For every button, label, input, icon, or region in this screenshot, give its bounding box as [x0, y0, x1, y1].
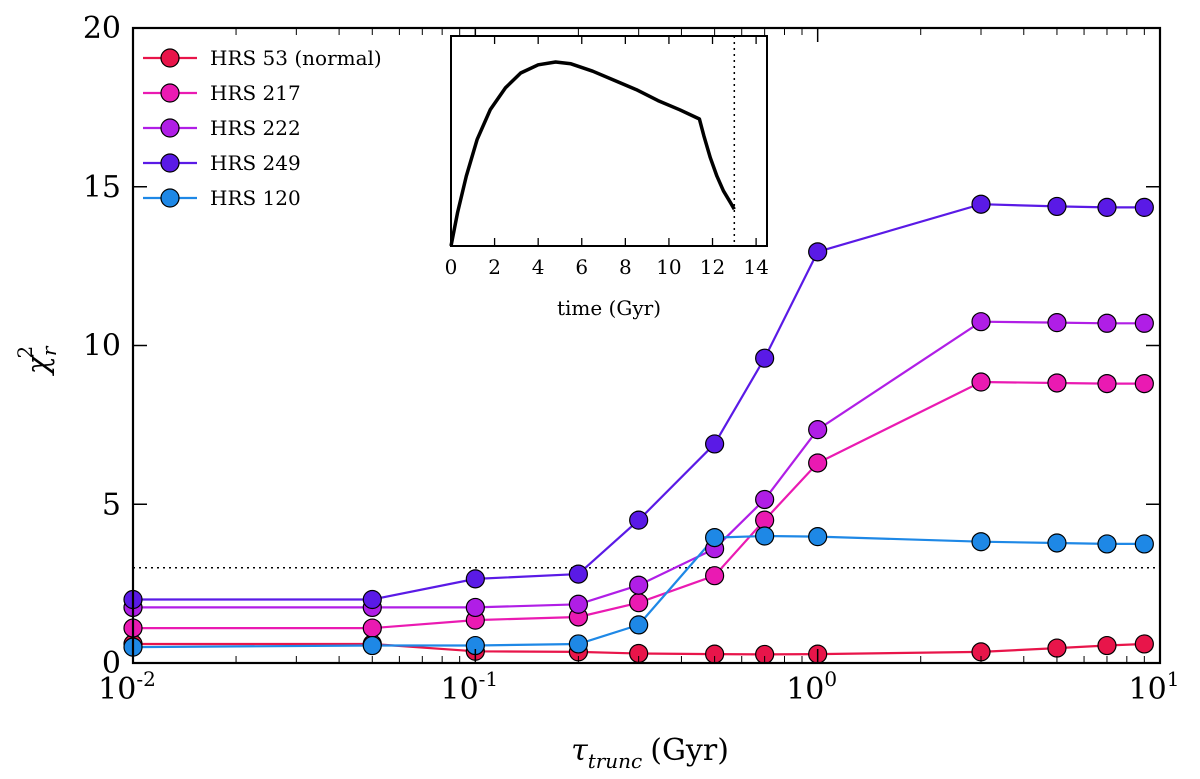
legend-label-4: HRS 120: [210, 186, 301, 210]
data-point-2-4: [629, 575, 649, 595]
inset-x-tick-label-1: 2: [488, 255, 501, 279]
data-point-3-2: [465, 569, 485, 589]
data-point-4-1: [362, 635, 382, 656]
data-point-4-7: [808, 527, 828, 547]
data-point-3-1: [362, 589, 382, 610]
data-point-1-9: [1047, 373, 1067, 393]
legend-marker-4: [160, 188, 180, 208]
inset-curve: [449, 60, 736, 247]
data-point-2-11: [1134, 313, 1154, 333]
data-point-3-10: [1097, 197, 1117, 217]
data-point-4-6: [755, 526, 775, 546]
legend-label-2: HRS 222: [210, 116, 301, 140]
data-point-4-9: [1047, 533, 1067, 553]
x-tick-label-2: 100: [786, 667, 837, 707]
data-point-1-11: [1134, 374, 1154, 394]
inset-x-tick-label-3: 6: [575, 255, 588, 279]
data-point-3-3: [568, 564, 588, 584]
series-line-2: [133, 320, 1145, 609]
data-point-2-7: [808, 420, 828, 440]
legend-label-3: HRS 249: [210, 151, 301, 175]
data-point-0-10: [1097, 635, 1117, 656]
inset-x-tick-label-5: 10: [656, 255, 681, 279]
legend-label-0: HRS 53 (normal): [210, 46, 382, 70]
legend-label-1: HRS 217: [210, 81, 301, 105]
data-point-3-11: [1134, 197, 1154, 217]
data-point-1-7: [808, 453, 828, 473]
data-point-2-2: [465, 597, 485, 618]
data-point-4-10: [1097, 534, 1117, 554]
y-tick-label-4: 20: [83, 11, 121, 46]
data-point-3-6: [755, 348, 775, 368]
x-tick-label-3: 101: [1129, 667, 1180, 707]
data-point-3-7: [808, 242, 828, 262]
legend-marker-3: [160, 153, 180, 173]
data-point-2-8: [971, 312, 991, 332]
data-point-3-5: [705, 434, 725, 454]
data-point-1-10: [1097, 374, 1117, 394]
series-line-3: [133, 203, 1145, 601]
y-tick-label-2: 10: [83, 329, 121, 364]
legend-marker-0: [160, 48, 180, 68]
data-point-1-5: [705, 566, 725, 586]
legend-marker-2: [160, 118, 180, 138]
x-axis-label: τtrunc (Gyr): [571, 733, 729, 773]
data-point-1-1: [362, 618, 382, 638]
inset-x-tick-label-6: 12: [700, 255, 725, 279]
data-point-3-8: [971, 194, 991, 214]
y-tick-label-0: 0: [102, 646, 121, 681]
inset-x-tick-label-7: 14: [743, 255, 768, 279]
data-point-2-9: [1047, 313, 1067, 333]
inset-x-axis-label: time (Gyr): [557, 296, 661, 320]
x-tick-label-1: 10-1: [440, 667, 498, 707]
y-tick-label-1: 5: [102, 487, 121, 522]
data-point-0-9: [1047, 638, 1067, 658]
inset-x-tick-label-0: 0: [445, 255, 458, 279]
data-point-0-11: [1134, 634, 1154, 654]
data-point-4-3: [568, 634, 588, 654]
data-point-4-11: [1134, 534, 1154, 554]
data-point-2-6: [755, 489, 775, 510]
y-axis-label: χr2: [13, 345, 61, 376]
legend-marker-1: [160, 83, 180, 103]
x-tick-label-0: 10-2: [98, 667, 156, 707]
data-point-1-4: [629, 593, 649, 613]
data-point-2-10: [1097, 313, 1117, 333]
inset-x-tick-label-4: 8: [619, 255, 632, 279]
data-point-2-3: [568, 594, 588, 614]
data-point-3-9: [1047, 196, 1067, 217]
data-point-4-4: [629, 615, 649, 635]
inset-x-tick-label-2: 4: [532, 255, 545, 279]
data-point-3-4: [629, 510, 649, 530]
data-point-1-8: [971, 372, 991, 392]
y-tick-label-3: 15: [83, 170, 121, 205]
inset-frame: [450, 35, 768, 247]
data-point-4-8: [971, 532, 991, 552]
data-point-4-5: [705, 527, 725, 548]
